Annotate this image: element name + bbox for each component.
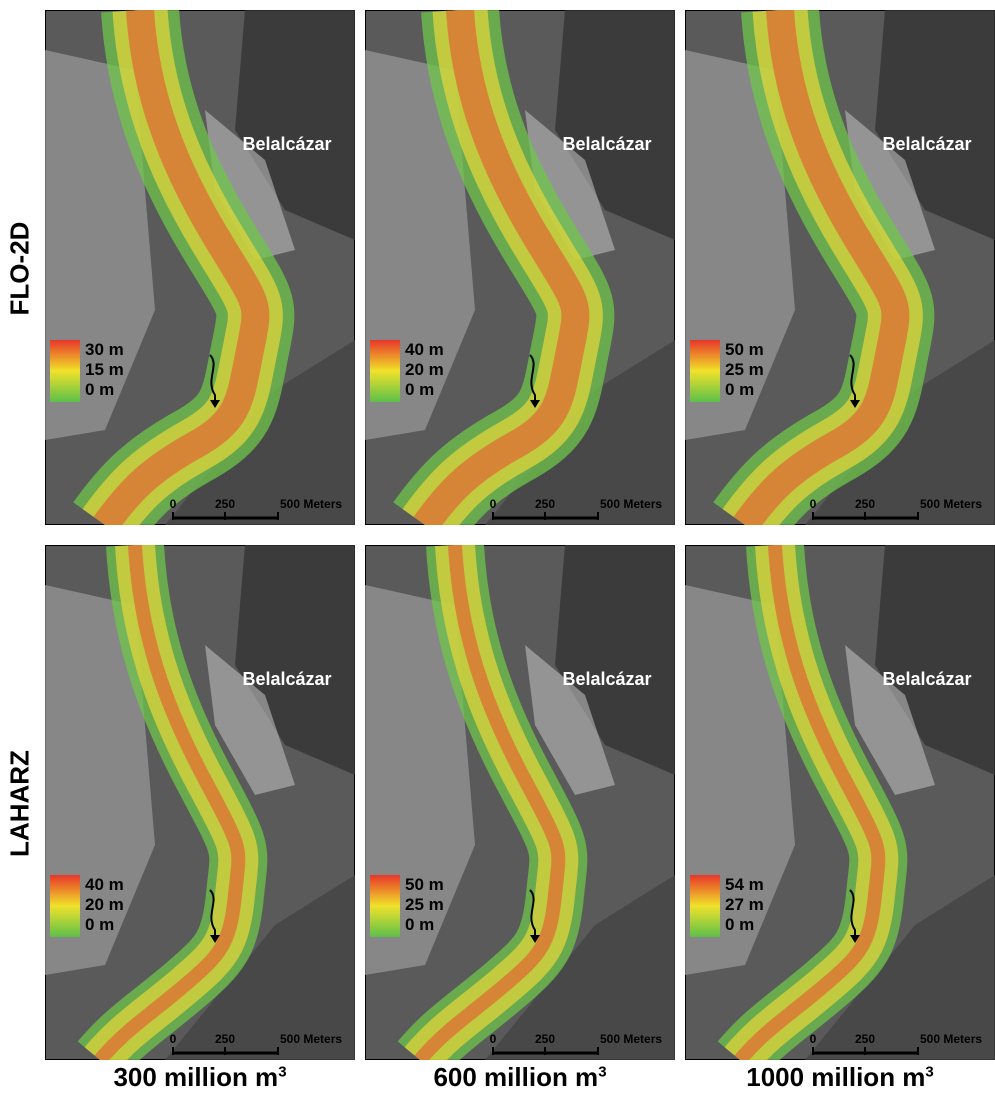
superscript: 3: [925, 1063, 934, 1081]
flow-core: [414, 545, 566, 1060]
legend-colorbar: [690, 340, 720, 402]
town-area: [845, 110, 935, 260]
legend-label: 0 m: [725, 915, 754, 934]
terrain-hills: [805, 875, 995, 1060]
town-label: Belalcázar: [562, 134, 651, 154]
scale-label: 250: [535, 497, 555, 511]
town-label: Belalcázar: [242, 669, 331, 689]
scale-label: 0: [170, 497, 177, 511]
town-label: Belalcázar: [242, 134, 331, 154]
scale-label: 0: [810, 497, 817, 511]
legend-label: 20 m: [85, 895, 124, 914]
scale-label: 250: [855, 1032, 875, 1046]
arrow-head: [210, 400, 220, 408]
legend-colorbar: [370, 875, 400, 937]
arrow-head: [850, 400, 860, 408]
scale-label: 500 Meters: [920, 497, 982, 511]
map-panel: Belalcázar 40 m20 m0 m 0 250 500 Meters: [365, 10, 675, 525]
column-label: 600 million m3: [365, 1062, 675, 1093]
row-label: LAHARZ: [4, 749, 35, 857]
legend-label: 0 m: [85, 380, 114, 399]
terrain-dark: [555, 10, 675, 240]
legend-label: 0 m: [405, 915, 434, 934]
map-panel: Belalcázar 54 m27 m0 m 0 250 500 Meters: [685, 545, 995, 1060]
flow-core: [733, 10, 910, 525]
town-area: [845, 645, 935, 795]
town-area: [205, 645, 295, 795]
town-label: Belalcázar: [882, 669, 971, 689]
legend-label: 0 m: [85, 915, 114, 934]
scale-label: 500 Meters: [280, 1032, 342, 1046]
arrow-head: [210, 935, 220, 943]
terrain-hills: [165, 875, 355, 1060]
legend-label: 0 m: [405, 380, 434, 399]
scale-label: 0: [490, 497, 497, 511]
legend-label: 25 m: [725, 360, 764, 379]
flow-core: [734, 545, 886, 1060]
legend-colorbar: [690, 875, 720, 937]
flow-arrow: [529, 354, 536, 405]
scale-label: 0: [810, 1032, 817, 1046]
legend-label: 15 m: [85, 360, 124, 379]
scale-label: 500 Meters: [920, 1032, 982, 1046]
flow-arrow: [849, 889, 856, 940]
town-area: [205, 110, 295, 260]
flow-core: [94, 545, 246, 1060]
terrain-dark: [875, 545, 995, 775]
arrow-head: [530, 935, 540, 943]
map-panel: Belalcázar 40 m20 m0 m 0 250 500 Meters: [45, 545, 355, 1060]
legend-label: 25 m: [405, 895, 444, 914]
legend-label: 20 m: [405, 360, 444, 379]
scale-label: 250: [215, 1032, 235, 1046]
legend-label: 0 m: [725, 380, 754, 399]
column-label: 1000 million m3: [685, 1062, 995, 1093]
legend-colorbar: [50, 875, 80, 937]
flow-arrow: [209, 889, 216, 940]
terrain-dark: [555, 545, 675, 775]
scale-label: 250: [215, 497, 235, 511]
flow-arrow: [209, 354, 216, 405]
row-label: FLO-2D: [4, 221, 35, 315]
column-label-text: 300 million m: [113, 1062, 279, 1092]
terrain-hills: [485, 875, 675, 1060]
superscript: 3: [598, 1063, 607, 1081]
map-panel: Belalcázar 50 m25 m0 m 0 250 500 Meters: [685, 10, 995, 525]
column-label: 300 million m3: [45, 1062, 355, 1093]
arrow-head: [850, 935, 860, 943]
legend-colorbar: [370, 340, 400, 402]
column-label-text: 600 million m: [433, 1062, 599, 1092]
arrow-head: [530, 400, 540, 408]
legend-label: 50 m: [725, 340, 764, 359]
town-label: Belalcázar: [882, 134, 971, 154]
flow-core: [413, 10, 590, 525]
scale-label: 500 Meters: [280, 497, 342, 511]
scale-label: 250: [535, 1032, 555, 1046]
map-panel: Belalcázar 50 m25 m0 m 0 250 500 Meters: [365, 545, 675, 1060]
legend-label: 54 m: [725, 875, 764, 894]
terrain-dark: [875, 10, 995, 240]
flow-core: [93, 10, 270, 525]
legend-label: 27 m: [725, 895, 764, 914]
legend-label: 40 m: [85, 875, 124, 894]
terrain-dark: [235, 10, 355, 240]
legend-label: 40 m: [405, 340, 444, 359]
scale-label: 0: [170, 1032, 177, 1046]
legend-label: 30 m: [85, 340, 124, 359]
town-area: [525, 645, 615, 795]
column-label-text: 1000 million m: [746, 1062, 926, 1092]
terrain-dark: [235, 545, 355, 775]
scale-label: 250: [855, 497, 875, 511]
flow-arrow: [849, 354, 856, 405]
scale-label: 0: [490, 1032, 497, 1046]
legend-label: 50 m: [405, 875, 444, 894]
town-label: Belalcázar: [562, 669, 651, 689]
flow-arrow: [529, 889, 536, 940]
scale-label: 500 Meters: [600, 497, 662, 511]
map-panel: Belalcázar 30 m15 m0 m 0 250 500 Meters: [45, 10, 355, 525]
legend-colorbar: [50, 340, 80, 402]
scale-label: 500 Meters: [600, 1032, 662, 1046]
town-area: [525, 110, 615, 260]
superscript: 3: [278, 1063, 287, 1081]
